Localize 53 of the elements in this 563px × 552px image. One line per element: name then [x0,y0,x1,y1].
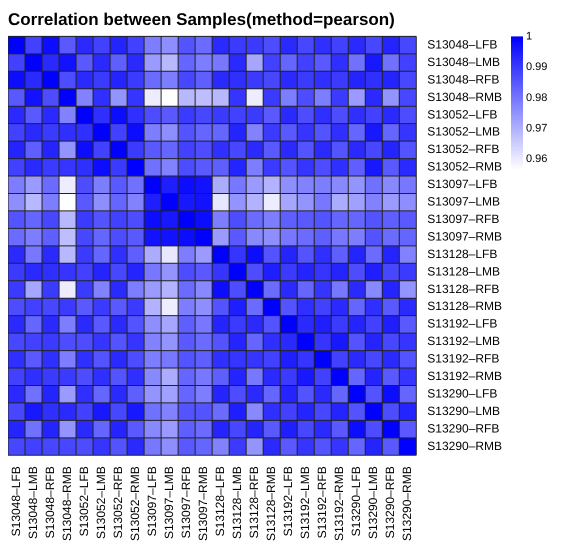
x-tick-label: S13290–LFB [349,466,364,536]
x-tick-label: S13048–RFB [42,466,57,538]
x-tick-label: S13052–RMB [128,466,142,542]
color-bar-label: 1 [526,30,532,42]
chart-title: Correlation between Samples(method=pearson) [8,10,395,29]
x-tick-label: S13097–RFB [178,466,193,538]
y-tick-label: S13192–RMB [427,369,502,384]
y-tick-label: S13052–RMB [427,160,502,174]
y-tick-label: S13052–LFB [427,107,498,122]
x-tick-label: S13290–LMB [366,466,380,540]
x-tick-label: S13052–RFB [110,466,125,538]
y-tick-label: S13097–RMB [427,229,502,244]
x-tick-label: S13048–RMB [60,466,74,542]
y-tick-label: S13097–RFB [427,212,500,226]
color-bar-label: 0.96 [526,153,548,166]
y-tick-label: S13052–RFB [427,142,500,156]
x-tick-label: S13048–LMB [26,466,40,540]
color-bar-label: 0.97 [526,122,548,135]
x-tick-label: S13128–LFB [212,466,227,536]
x-tick-label: S13192–LFB [281,466,296,536]
y-tick-label: S13097–LFB [427,177,498,192]
x-tick-label: S13128–LMB [230,466,244,540]
x-tick-label: S13052–LMB [94,466,108,540]
y-tick-label: S13128–RFB [427,282,500,296]
color-bar-label: 0.98 [526,92,548,104]
y-tick-label: S13052–LMB [427,124,500,139]
x-tick-label: S13052–LFB [76,466,91,536]
y-tick-label: S13048–LFB [427,37,498,52]
x-tick-label: S13097–RMB [196,466,210,542]
y-tick-label: S13048–LMB [427,54,500,69]
x-tick-label: S13290–RFB [383,466,398,538]
x-tick-label: S13192–RFB [315,466,330,538]
y-tick-label: S13128–LFB [427,246,498,261]
color-bar-label: 0.99 [526,61,548,74]
y-tick-label: S13048–RFB [427,72,500,86]
x-tick-label: S13097–LMB [162,466,176,540]
y-tick-label: S13290–LFB [427,386,498,401]
x-tick-label: S13097–LFB [144,466,159,536]
y-tick-label: S13192–LFB [427,316,498,331]
x-tick-label: S13192–RMB [332,466,346,542]
y-tick-label: S13048–RMB [427,90,502,104]
x-tick-label: S13128–RMB [264,466,278,542]
y-tick-label: S13128–LMB [427,264,500,278]
y-tick-label: S13290–RFB [427,421,500,436]
x-tick-label: S13128–RFB [246,466,261,538]
y-tick-label: S13192–LMB [427,334,500,348]
x-tick-label: S13048–LFB [8,466,23,536]
y-tick-label: S13290–LMB [427,404,500,418]
y-tick-label: S13097–LMB [427,194,500,209]
y-tick-label: S13128–RMB [427,299,502,314]
y-tick-label: S13290–RMB [427,438,502,453]
x-tick-label: S13192–LMB [298,466,312,540]
y-tick-label: S13192–RFB [427,352,500,366]
